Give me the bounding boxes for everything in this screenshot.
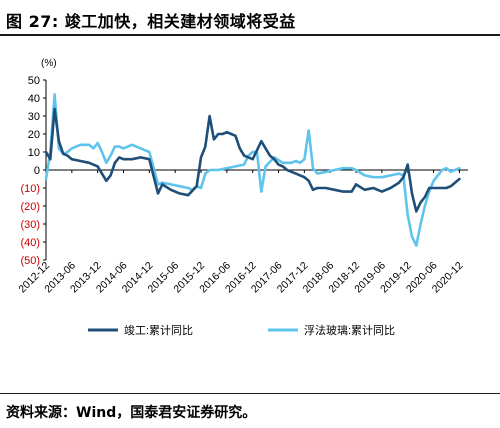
y-tick-label: 30 <box>28 111 40 123</box>
chart-axes: 50403020100(10)(20)(30)(40)(50)2012-1220… <box>16 75 468 295</box>
y-tick-label: (50) <box>20 255 40 267</box>
y-tick-label: (30) <box>20 219 40 231</box>
y-tick-label: 20 <box>28 129 40 141</box>
y-axis-unit-label: (%) <box>41 58 57 69</box>
y-tick-label: (40) <box>20 237 40 249</box>
figure-title-text: 竣工加快，相关建材领域将受益 <box>64 12 296 31</box>
chart-legend: 竣工:累计同比 浮法玻璃:累计同比 <box>88 323 395 337</box>
y-tick-label: 40 <box>28 93 40 105</box>
y-tick-label: (10) <box>20 183 40 195</box>
source-note: 资料来源：Wind，国泰君安证券研究。 <box>6 405 257 421</box>
line-chart: (%) 50403020100(10)(20)(30)(40)(50)2012-… <box>16 58 468 337</box>
figure-number: 图 27: <box>6 12 59 31</box>
title-rule <box>0 34 500 36</box>
y-tick-label: 0 <box>34 165 40 177</box>
series-line-0 <box>44 107 461 213</box>
source-rule <box>0 393 500 394</box>
legend-label: 竣工:累计同比 <box>124 323 193 337</box>
y-tick-label: 10 <box>28 147 40 159</box>
legend-label: 浮法玻璃:累计同比 <box>304 323 395 337</box>
y-tick-label: 50 <box>28 75 40 87</box>
y-tick-label: (20) <box>20 201 40 213</box>
figure-title: 图 27: 竣工加快，相关建材领域将受益 <box>6 8 296 32</box>
chart-series <box>44 93 461 247</box>
series-line-1 <box>44 93 461 247</box>
